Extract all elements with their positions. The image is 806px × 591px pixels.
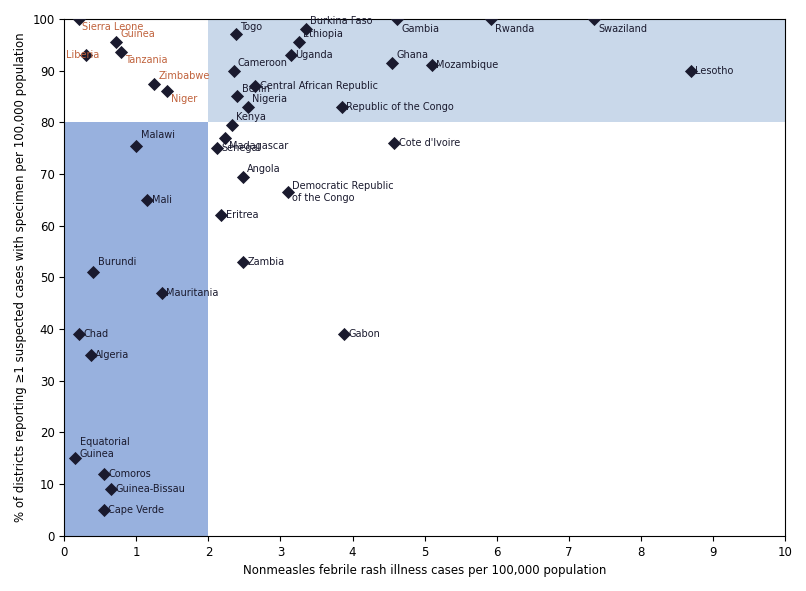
Point [299,24,312,34]
Point [98,505,110,515]
Point [148,79,161,88]
Text: Guinea: Guinea [121,30,156,40]
Text: Cote d'Ivoire: Cote d'Ivoire [399,138,460,148]
Point [684,66,697,75]
Point [227,66,240,75]
Text: Ghana: Ghana [397,50,429,60]
Text: Eritrea: Eritrea [226,210,258,220]
Point [105,485,118,494]
Point [218,133,231,142]
Bar [209,19,785,122]
Point [80,50,93,60]
Text: Equatorial
Guinea: Equatorial Guinea [80,437,129,459]
Point [130,141,143,150]
Bar [64,122,209,536]
Y-axis label: % of districts reporting ≥1 suspected cases with specimen per 100,000 population: % of districts reporting ≥1 suspected ca… [14,33,27,522]
Text: Benin: Benin [242,84,269,94]
Point [160,86,173,96]
Point [98,469,110,479]
Text: Niger: Niger [171,94,197,104]
Text: Burundi: Burundi [98,257,136,267]
Text: Guinea-Bissau: Guinea-Bissau [115,484,185,494]
Text: Kenya: Kenya [236,112,266,122]
Text: Togo: Togo [240,22,262,32]
Text: Zambia: Zambia [247,257,285,267]
Point [388,138,401,148]
Point [285,50,297,60]
Point [292,37,305,47]
Text: Lesotho: Lesotho [696,66,733,76]
Text: Republic of the Congo: Republic of the Congo [346,102,454,112]
Text: Cape Verde: Cape Verde [108,505,164,515]
Point [110,37,123,47]
Point [237,257,250,267]
Text: Gambia: Gambia [401,24,439,34]
Point [156,288,168,298]
Point [69,453,81,463]
Point [335,102,348,112]
Point [391,14,404,24]
Text: Sierra Leone: Sierra Leone [81,22,143,32]
Text: Angola: Angola [247,164,281,174]
Point [210,144,223,153]
Point [386,58,399,67]
Point [426,61,438,70]
Text: Ethiopia: Ethiopia [303,30,343,40]
Point [231,92,243,101]
Point [338,330,351,339]
Point [242,102,255,112]
Text: Zimbabwe: Zimbabwe [159,71,210,81]
Point [237,172,250,181]
Text: Swaziland: Swaziland [598,24,647,34]
Text: Cameroon: Cameroon [238,58,288,68]
Text: Chad: Chad [83,329,108,339]
Text: Madagascar: Madagascar [230,141,289,151]
Point [225,120,238,129]
X-axis label: Nonmeasles febrile rash illness cases per 100,000 population: Nonmeasles febrile rash illness cases pe… [243,564,606,577]
Text: Tanzania: Tanzania [125,55,168,65]
Text: Malawi: Malawi [141,130,175,140]
Text: Comoros: Comoros [108,469,151,479]
Point [249,82,262,91]
Text: Mauritania: Mauritania [166,288,218,298]
Text: Nigeria: Nigeria [252,94,288,104]
Text: Gabon: Gabon [348,329,380,339]
Point [73,14,85,24]
Point [230,30,243,39]
Text: Burkina Faso: Burkina Faso [310,17,372,27]
Text: Uganda: Uganda [296,50,333,60]
Point [87,268,100,277]
Point [114,48,127,57]
Point [281,187,294,197]
Point [215,210,228,220]
Text: Rwanda: Rwanda [495,24,534,34]
Text: Liberia: Liberia [66,50,99,60]
Point [141,195,154,204]
Text: Senegal: Senegal [222,143,260,153]
Text: Mali: Mali [152,195,172,205]
Point [484,14,497,24]
Point [85,350,98,360]
Text: Algeria: Algeria [95,350,130,360]
Text: Democratic Republic
of the Congo: Democratic Republic of the Congo [292,181,393,203]
Point [588,14,600,24]
Text: Central African Republic: Central African Republic [260,81,377,91]
Point [73,330,85,339]
Text: Mozambique: Mozambique [436,60,498,70]
